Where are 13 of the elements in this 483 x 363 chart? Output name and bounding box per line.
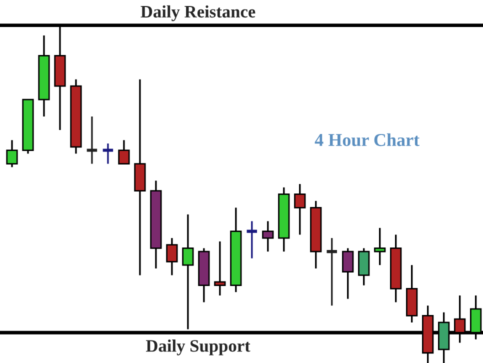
candlestick [166, 237, 178, 276]
ref-line-label: Daily Reistance [140, 5, 256, 22]
candlestick [214, 240, 226, 296]
candlestick [294, 183, 306, 236]
candlestick [342, 247, 354, 300]
ref-line-label: Daily Support [146, 340, 250, 356]
candlestick [6, 139, 18, 168]
candlestick [374, 227, 386, 266]
candlestick [182, 214, 194, 330]
candlestick [262, 220, 274, 252]
candlestick [358, 247, 370, 286]
annotation: 4 Hour Chart [314, 133, 420, 146]
candlestick [118, 139, 130, 165]
